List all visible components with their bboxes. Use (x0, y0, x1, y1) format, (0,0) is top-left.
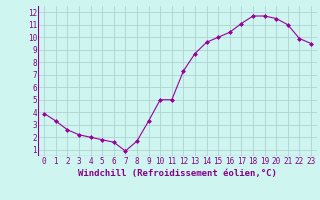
X-axis label: Windchill (Refroidissement éolien,°C): Windchill (Refroidissement éolien,°C) (78, 169, 277, 178)
